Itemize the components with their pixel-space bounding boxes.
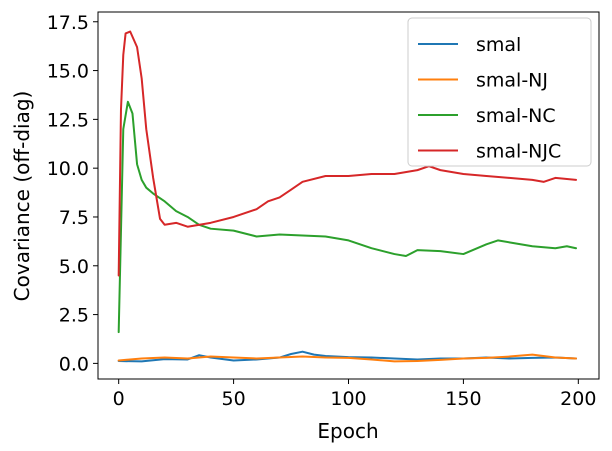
axis-ticks: 0 50 100 150 200 0.0 2.5 5.0 7.5 10.0 12.5 15.0 17.5 bbox=[47, 12, 597, 410]
y-tick-label: 0.0 bbox=[59, 353, 89, 375]
y-tick-label: 12.5 bbox=[47, 109, 89, 131]
x-tick-label: 0 bbox=[113, 388, 125, 410]
y-tick-label: 7.5 bbox=[59, 207, 89, 229]
y-tick-label: 15.0 bbox=[47, 61, 89, 83]
legend-label: smal-NC bbox=[476, 105, 556, 127]
y-tick-label: 17.5 bbox=[47, 12, 89, 34]
legend-label: smal-NJC bbox=[476, 141, 561, 163]
y-tick-label: 2.5 bbox=[59, 305, 89, 327]
series-line-smal-nc bbox=[117, 100, 578, 334]
x-tick-label: 50 bbox=[221, 388, 245, 410]
legend-box bbox=[407, 17, 592, 167]
series-line-smal-njc bbox=[117, 30, 578, 277]
legend-label: smal-NJ bbox=[476, 70, 548, 92]
x-tick-label: 150 bbox=[445, 388, 481, 410]
x-tick-label: 100 bbox=[330, 388, 366, 410]
series-line-smal-nj bbox=[117, 353, 578, 363]
y-tick-label: 5.0 bbox=[59, 256, 89, 278]
series-layer bbox=[117, 30, 578, 363]
y-tick-label: 10.0 bbox=[47, 158, 89, 180]
x-tick-label: 200 bbox=[560, 388, 596, 410]
y-axis-label: Covariance (off-diag) bbox=[10, 91, 34, 302]
legend-label: smal bbox=[476, 34, 521, 56]
legend: smal smal-NJ smal-NC smal-NJC bbox=[407, 17, 592, 167]
x-axis-label: Epoch bbox=[317, 419, 378, 443]
